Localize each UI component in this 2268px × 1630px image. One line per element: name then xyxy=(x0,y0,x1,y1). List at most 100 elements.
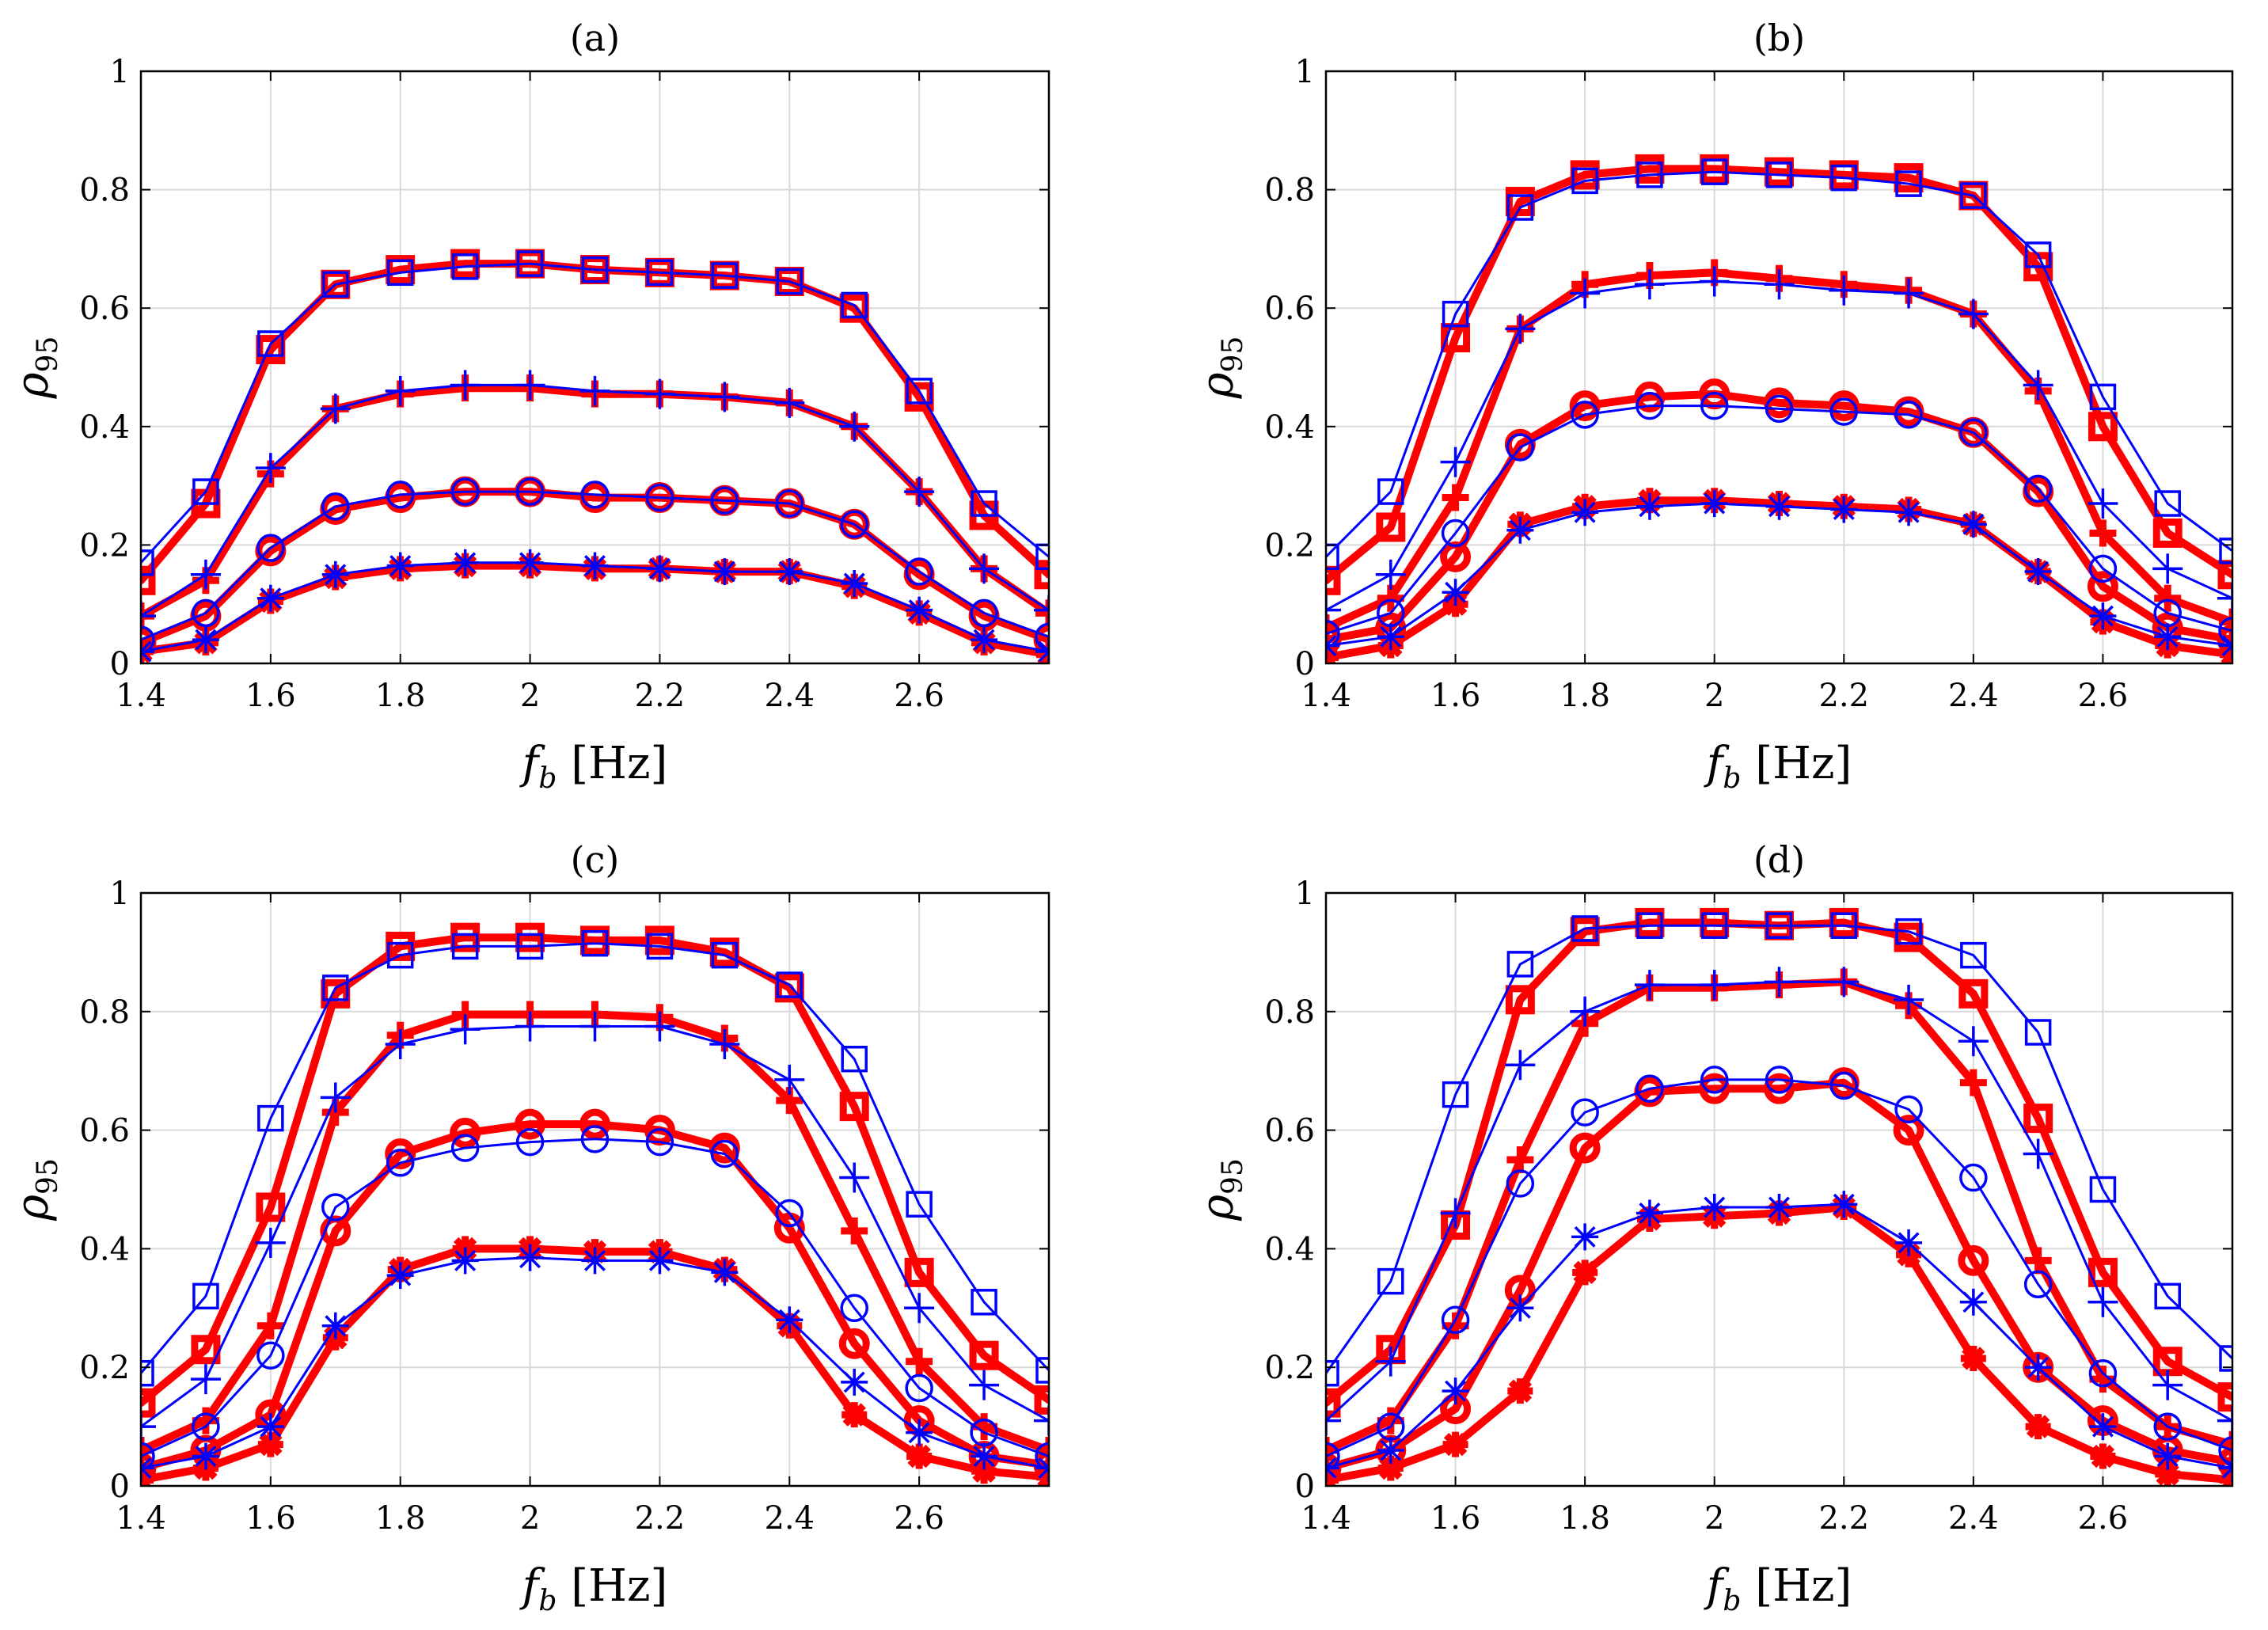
data-point xyxy=(1700,490,1728,518)
chart-panel-3: 1.4 1.6 1.8 2 2.2 2.4 2.6 0 0.2 0.4 0.6 0.8 1 (d) fb [… xyxy=(1192,838,2234,1617)
data-point xyxy=(2217,624,2232,655)
data-point xyxy=(1505,985,1535,1015)
data-point xyxy=(1377,1407,1404,1434)
data-point xyxy=(2089,602,2117,630)
y-axis-symbol: ρ xyxy=(1192,1195,1244,1222)
data-point xyxy=(1699,970,1730,1001)
series-blue-square xyxy=(141,929,1049,1387)
data-point xyxy=(1506,516,1534,544)
data-point xyxy=(2219,632,2232,659)
y-tick-label: 0.8 xyxy=(1264,173,1315,209)
data-point xyxy=(2154,584,2182,612)
data-point xyxy=(141,1412,156,1442)
x-tick-label: 2.2 xyxy=(1818,678,1869,714)
data-point xyxy=(2089,1413,2117,1441)
data-point xyxy=(192,478,219,505)
data-point xyxy=(1635,1199,1663,1227)
data-point xyxy=(776,971,803,998)
series-blue-plus xyxy=(1326,266,2232,625)
data-point xyxy=(141,1359,154,1387)
data-point xyxy=(1441,519,1470,548)
data-point xyxy=(1765,912,1793,939)
data-point xyxy=(1894,401,1923,429)
data-point xyxy=(1326,1405,1341,1436)
data-point xyxy=(2218,1436,2232,1465)
data-point xyxy=(1634,269,1665,300)
data-point xyxy=(776,558,803,586)
data-point xyxy=(386,481,415,509)
x-axis-unit: [Hz] xyxy=(571,738,667,789)
data-point xyxy=(581,929,609,957)
data-point xyxy=(141,1442,155,1471)
y-axis-subscript: 95 xyxy=(1217,1158,1249,1195)
data-point xyxy=(192,1412,220,1441)
data-point xyxy=(1570,278,1601,309)
x-tick-label: 1.8 xyxy=(1559,1500,1610,1537)
data-point xyxy=(1505,313,1536,344)
data-point xyxy=(1764,269,1795,300)
x-axis-subscript: b xyxy=(538,762,557,795)
data-point xyxy=(906,1191,933,1218)
data-point xyxy=(2154,1282,2181,1310)
data-point xyxy=(1960,941,1987,969)
data-point xyxy=(320,1082,351,1113)
series-line-red-square xyxy=(141,933,1049,1408)
series-blue-plus xyxy=(141,1011,1049,1442)
x-tick-label: 2.2 xyxy=(635,1500,686,1537)
data-point xyxy=(1894,1095,1923,1124)
data-point xyxy=(904,1257,934,1287)
data-point xyxy=(776,1306,803,1334)
data-point xyxy=(1830,912,1858,939)
data-point xyxy=(321,492,350,521)
data-point xyxy=(1377,623,1404,651)
data-point xyxy=(1375,1346,1406,1377)
data-point xyxy=(839,1162,870,1193)
data-point xyxy=(775,1199,804,1228)
data-point xyxy=(451,1247,479,1275)
data-point xyxy=(1959,418,1988,447)
y-tick-label: 0.2 xyxy=(1264,1350,1315,1386)
y-tick-label: 0.4 xyxy=(1264,409,1315,446)
data-point xyxy=(2152,553,2183,584)
data-point xyxy=(2090,1443,2116,1469)
data-point xyxy=(1505,1050,1536,1081)
data-point xyxy=(2088,1358,2118,1388)
x-axis-label: fb [Hz] xyxy=(519,738,668,795)
series-layer xyxy=(141,249,1049,663)
axes-frame xyxy=(139,70,1050,665)
data-point xyxy=(2219,538,2232,564)
series-blue-circle xyxy=(1326,391,2232,648)
data-point xyxy=(2088,1286,2118,1317)
y-tick-label: 1 xyxy=(1295,876,1315,912)
data-point xyxy=(192,1282,219,1310)
data-point xyxy=(841,1402,868,1428)
chart-panel-0: 1.4 1.6 1.8 2 2.2 2.4 2.6 0 0.2 0.4 0.6 0.8 1 (a) fb [… xyxy=(7,17,1050,795)
data-point xyxy=(1700,912,1728,939)
data-point xyxy=(1377,478,1404,505)
x-axis-subscript: b xyxy=(538,1585,557,1617)
data-point xyxy=(516,1244,544,1271)
data-point xyxy=(775,489,804,518)
data-point xyxy=(1326,1388,1341,1418)
data-point xyxy=(774,387,805,418)
x-axis-unit: [Hz] xyxy=(1755,738,1852,789)
y-axis-label: ρ95 xyxy=(1192,1158,1249,1222)
data-point xyxy=(580,1125,610,1153)
data-point xyxy=(1442,1431,1468,1457)
data-point xyxy=(1895,170,1922,197)
data-point xyxy=(904,477,935,507)
data-point xyxy=(451,253,479,280)
data-point xyxy=(1572,1260,1598,1286)
data-point xyxy=(1895,918,1922,945)
series-blue-star xyxy=(1326,490,2232,659)
x-axis-unit: [Hz] xyxy=(571,1560,667,1612)
data-point xyxy=(516,250,544,277)
data-point xyxy=(2089,1176,2117,1203)
data-point xyxy=(644,378,675,409)
data-point xyxy=(515,1011,545,1042)
x-tick-label: 1.4 xyxy=(1301,1500,1351,1537)
y-axis-subscript: 95 xyxy=(32,1158,64,1195)
data-point xyxy=(2218,617,2232,645)
data-point xyxy=(841,570,868,598)
data-point xyxy=(1830,164,1858,192)
